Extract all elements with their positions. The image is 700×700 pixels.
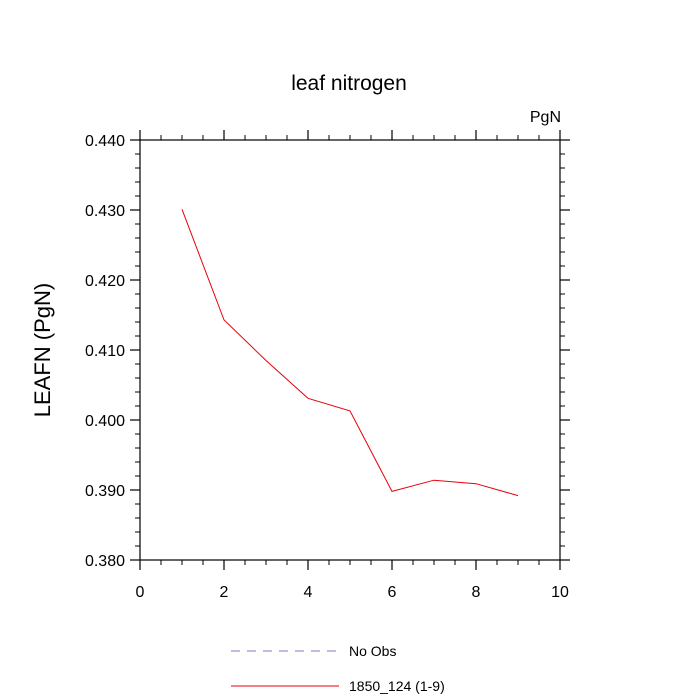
units-label: PgN — [530, 109, 561, 126]
plot-lines — [181, 209, 519, 497]
axis-tick-labels: 0 2 4 6 8 10 0.380 0.390 0.400 0.410 0.420 0.430 0.4… — [85, 133, 569, 601]
x-tick-label: 10 — [551, 584, 569, 601]
y-tick-label: 0.400 — [85, 413, 125, 430]
y-tick-label: 0.420 — [85, 273, 125, 290]
axis-ticks — [130, 130, 570, 570]
x-tick-label: 0 — [136, 584, 145, 601]
y-tick-label: 0.390 — [85, 483, 125, 500]
plot-frame — [139, 139, 561, 561]
y-tick-label: 0.380 — [85, 553, 125, 570]
y-tick-label: 0.440 — [85, 133, 125, 150]
x-tick-label: 2 — [220, 584, 229, 601]
legend-entry-label: No Obs — [349, 643, 396, 659]
x-tick-label: 4 — [304, 584, 313, 601]
y-tick-label: 0.410 — [85, 343, 125, 360]
y-tick-label: 0.430 — [85, 203, 125, 220]
y-axis-label: LEAFN (PgN) — [30, 283, 55, 417]
series-line — [181, 209, 519, 497]
legend: No Obs 1850_124 (1-9) — [231, 643, 445, 694]
x-tick-label: 6 — [388, 584, 397, 601]
x-tick-label: 8 — [472, 584, 481, 601]
legend-entry-label: 1850_124 (1-9) — [349, 678, 445, 694]
chart-title: leaf nitrogen — [291, 72, 407, 95]
